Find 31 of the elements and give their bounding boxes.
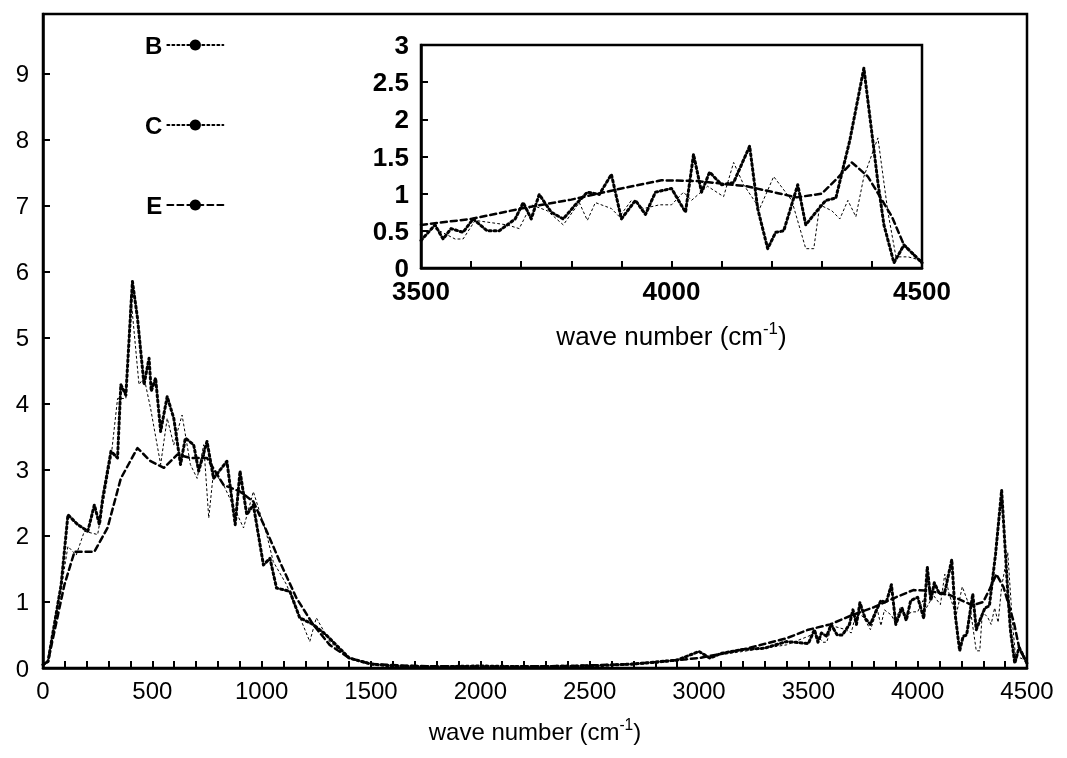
y-tick-label: 9 xyxy=(15,59,29,87)
x-tick-label: 4500 xyxy=(893,276,951,306)
legend-label: E xyxy=(146,191,163,219)
y-tick-label: 6 xyxy=(15,258,29,286)
y-tick-label: 0 xyxy=(15,654,29,682)
y-tick-label: 2.5 xyxy=(372,67,409,98)
x-tick-label: 4000 xyxy=(890,676,945,704)
x-tick-label: 1000 xyxy=(234,676,289,704)
y-tick-label: 1 xyxy=(394,178,409,209)
x-tick-label: 3000 xyxy=(672,676,726,704)
y-tick-label: 5 xyxy=(15,324,29,352)
x-tick-label: 3500 xyxy=(781,676,836,704)
y-tick-label: 3 xyxy=(394,30,409,60)
x-tick-label: 2000 xyxy=(453,676,508,704)
y-tick-label: 8 xyxy=(15,126,29,154)
x-tick-label: 1500 xyxy=(344,676,398,704)
x-tick-label: 4000 xyxy=(642,276,701,306)
x-tick-label: 2500 xyxy=(562,676,617,704)
y-tick-label: 1.5 xyxy=(372,141,409,172)
y-tick-label: 2 xyxy=(15,522,29,550)
y-tick-label: 2 xyxy=(394,104,409,135)
legend-label: B xyxy=(144,31,163,59)
y-tick-label: 3 xyxy=(15,456,29,484)
y-tick-label: 1 xyxy=(15,588,29,616)
x-tick-label: 4500 xyxy=(1000,676,1054,704)
legend-label: C xyxy=(144,111,163,139)
x-tick-label: 0 xyxy=(36,676,50,704)
y-tick-label: 7 xyxy=(15,192,29,220)
y-tick-label: 0.5 xyxy=(372,215,409,246)
x-tick-label: 500 xyxy=(132,676,173,704)
y-tick-label: 4 xyxy=(15,390,29,418)
